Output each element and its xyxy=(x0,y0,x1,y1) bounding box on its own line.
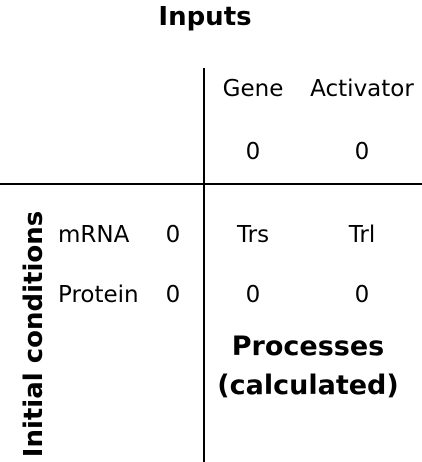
row-label-mrna: mRNA xyxy=(58,222,130,248)
processes-title-line1: Processes xyxy=(231,331,385,362)
mrna-value: 0 xyxy=(165,222,181,248)
horizontal-divider xyxy=(0,183,422,185)
column-header-gene: Gene xyxy=(222,76,284,102)
column-header-activator: Activator xyxy=(310,76,414,102)
process-header-trl: Trl xyxy=(348,222,376,248)
inputs-title: Inputs xyxy=(158,2,252,32)
protein-value: 0 xyxy=(165,282,181,308)
trs-value: 0 xyxy=(245,282,261,308)
gene-value: 0 xyxy=(245,139,261,165)
row-label-protein: Protein xyxy=(58,282,139,308)
vertical-divider xyxy=(203,68,205,462)
initial-conditions-title: Initial conditions xyxy=(19,210,49,458)
processes-title-line2: (calculated) xyxy=(217,370,399,401)
process-header-trs: Trs xyxy=(236,222,270,248)
activator-value: 0 xyxy=(354,139,370,165)
trl-value: 0 xyxy=(354,282,370,308)
